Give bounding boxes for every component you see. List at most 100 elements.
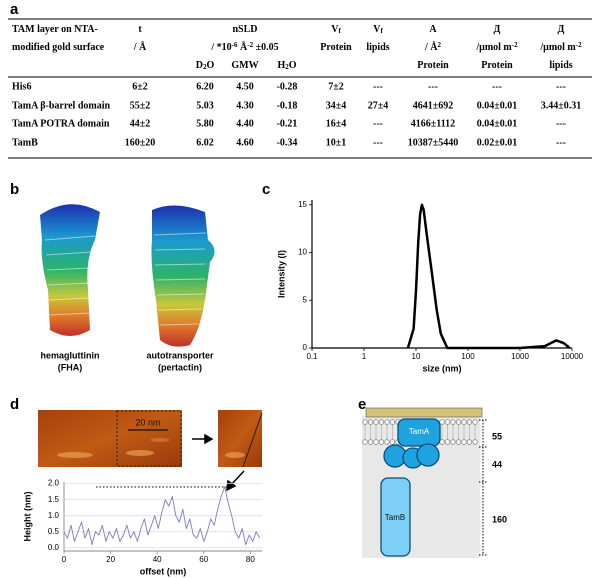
table-cell: 4.60 <box>236 137 254 148</box>
table-cell: -0.34 <box>277 137 298 148</box>
text-run: /μmol m <box>475 42 512 53</box>
schematic <box>362 407 487 558</box>
table-cell: /μmol m-2 <box>539 41 582 53</box>
x-tick-label: 60 <box>199 555 208 564</box>
table-cell: His6 <box>12 81 31 92</box>
protein-structure <box>151 205 215 347</box>
caption: hemagluttinin <box>41 350 100 360</box>
x-tick-label: 80 <box>246 555 255 564</box>
table-cell: 44±2 <box>130 118 151 129</box>
caption: (pertactin) <box>158 362 202 372</box>
text-sub: 2 <box>203 63 207 71</box>
lipid-head <box>472 419 478 425</box>
lipid-head <box>362 419 368 425</box>
lipid-head <box>450 419 456 425</box>
lipid-head <box>378 419 385 425</box>
text-run: lipids <box>549 60 572 71</box>
text-run: A <box>429 24 437 35</box>
table-cell: --- <box>492 81 502 92</box>
table-cell: -0.18 <box>277 100 298 111</box>
text-sup: -2 <box>576 41 582 49</box>
lipid-head <box>472 439 478 445</box>
table-cell: 7±2 <box>328 81 344 92</box>
y-tick-label: 0.5 <box>48 527 60 536</box>
protein-label: TamA <box>409 427 430 436</box>
table-cell: 4166±1112 <box>411 118 455 129</box>
table-cell: --- <box>373 118 383 129</box>
table-cell: 6±2 <box>132 81 148 92</box>
table-cell: 6.02 <box>196 137 214 148</box>
y-tick-label: 1.0 <box>48 511 60 520</box>
lipid-head <box>384 419 390 425</box>
panel-label: e <box>358 396 366 413</box>
table-cell: 6.20 <box>196 81 214 92</box>
lipid-head <box>455 419 462 425</box>
table-cell: 5.80 <box>196 118 214 129</box>
lipid-head <box>384 439 390 445</box>
panel-label: a <box>10 1 19 18</box>
lipid-head <box>444 439 451 445</box>
afm-zoom <box>218 410 263 468</box>
text-sup: 2 <box>438 41 442 49</box>
text-run: D <box>196 60 203 71</box>
table-cell: / *10-6 Å-2 ±0.05 <box>210 41 278 53</box>
text-run: / Å <box>424 41 438 53</box>
table-cell: Д <box>494 24 501 35</box>
table-cell: modified gold surface <box>12 42 105 53</box>
caption: autotransporter <box>146 350 214 360</box>
scale-bar-label: 20 nm <box>135 417 160 427</box>
table-cell: --- <box>556 81 566 92</box>
text-run: GMW <box>231 60 258 71</box>
protein-label: TamB <box>385 513 405 522</box>
y-tick-label: 0.0 <box>48 543 60 552</box>
lipid-head <box>389 419 396 425</box>
lipid-head <box>455 439 462 445</box>
table-cell: --- <box>556 137 566 148</box>
table-cell: 160±20 <box>125 137 156 148</box>
x-tick-label: 0.1 <box>306 352 318 361</box>
table-cell: -0.21 <box>277 118 298 129</box>
table-cell: D2O <box>196 60 215 71</box>
text-sub: 2 <box>285 63 289 71</box>
table-cell: Vf <box>331 24 341 35</box>
table-cell: 3.44±0.31 <box>541 100 582 111</box>
text-sup: -6 <box>232 41 238 49</box>
dimension-label: 55 <box>492 431 502 441</box>
table-cell: t <box>138 24 142 35</box>
text-run: Д <box>494 24 501 35</box>
table-cell: 4.50 <box>236 81 254 92</box>
table-cell: TamB <box>12 137 38 148</box>
table-cell: 10±1 <box>326 137 347 148</box>
text-run: TAM layer on NTA- <box>12 24 98 35</box>
table-cell: 10387±5440 <box>408 137 459 148</box>
axis <box>63 482 262 552</box>
lipid-head <box>461 439 467 445</box>
x-tick-label: 10000 <box>561 352 584 361</box>
table-cell: GMW <box>231 60 258 71</box>
table-cell: Protein <box>320 42 352 53</box>
y-axis-label: Intensity (I) <box>276 250 286 298</box>
text-sub: f <box>338 27 341 35</box>
y-tick-label: 2.0 <box>48 479 60 488</box>
text-run: ±0.05 <box>253 42 279 53</box>
lipid-head <box>466 439 473 445</box>
y-tick-label: 1.5 <box>48 495 60 504</box>
panel-label: b <box>10 181 19 198</box>
caption: (FHA) <box>58 362 83 372</box>
y-tick-label: 15 <box>298 200 307 209</box>
text-run: V <box>331 24 339 35</box>
table-cell: 4641±692 <box>413 100 454 111</box>
lipid-head <box>444 419 451 425</box>
lipid-head <box>389 439 396 445</box>
text-run: / *10 <box>210 42 231 53</box>
lipid-head <box>362 439 368 445</box>
text-run: V <box>373 24 381 35</box>
x-tick-label: 40 <box>153 555 162 564</box>
lipid-head <box>439 419 445 425</box>
text-run: /μmol m <box>539 42 576 53</box>
lipid-head <box>367 419 374 425</box>
text-run: Protein <box>481 60 513 71</box>
table-cell: 0.02±0.01 <box>477 137 518 148</box>
lipid-head <box>373 419 379 425</box>
